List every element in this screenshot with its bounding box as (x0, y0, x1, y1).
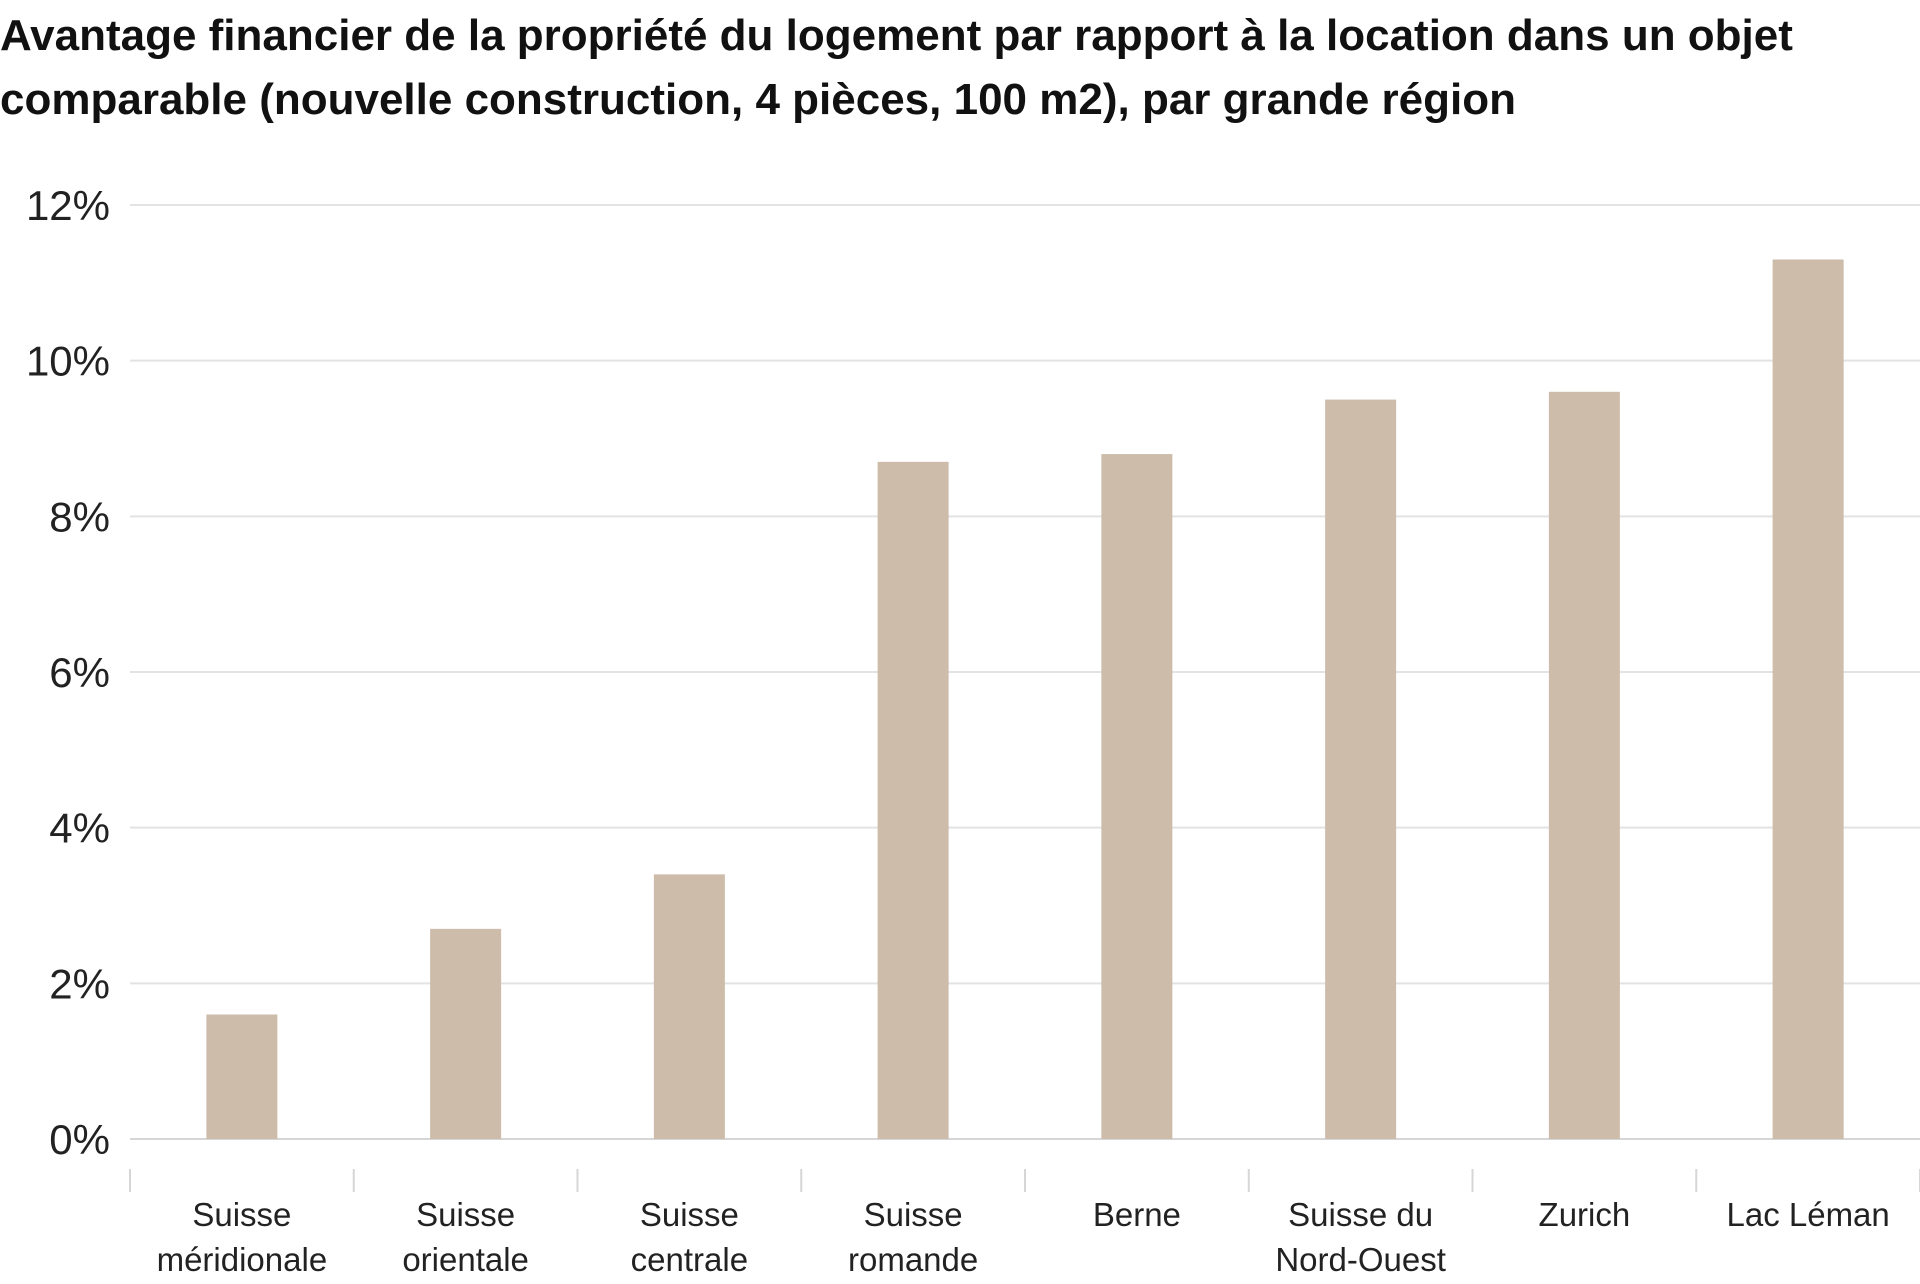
y-tick-label: 0% (49, 1116, 110, 1163)
y-tick-label: 12% (26, 182, 110, 229)
y-tick-label: 6% (49, 649, 110, 696)
bar-0 (206, 1014, 278, 1139)
x-tick-label-line: Suisse (640, 1196, 739, 1233)
x-tick-label-line: Lac Léman (1726, 1196, 1889, 1233)
x-tick-label: Suisse romande (848, 1196, 978, 1278)
x-axis: Suisse méridionale Suisse orientale Suisse ce… (129, 1169, 1920, 1278)
x-tick-label: Suisse méridionale (157, 1196, 328, 1278)
y-tick-label: 2% (49, 960, 110, 1007)
x-tick-label-line: Suisse (864, 1196, 963, 1233)
x-tick-label-line: Nord-Ouest (1275, 1241, 1446, 1278)
x-tick-label-line: Suisse du (1288, 1196, 1433, 1233)
bar-6 (1548, 391, 1620, 1139)
y-axis-tick-labels: 0% 2% 4% 6% 8% 10% 12% (26, 182, 110, 1163)
x-tick-label: Berne (1093, 1196, 1181, 1233)
y-tick-label: 4% (49, 805, 110, 852)
x-tick-label: Suisse du Nord-Ouest (1275, 1196, 1446, 1278)
x-tick-label-line: romande (848, 1241, 978, 1278)
x-tick-label-line: Suisse (192, 1196, 291, 1233)
x-tick-label-line: Berne (1093, 1196, 1181, 1233)
bar-1 (430, 928, 502, 1139)
x-tick-label-line: méridionale (157, 1241, 328, 1278)
x-tick-label-line: centrale (631, 1241, 748, 1278)
bar-4 (1101, 454, 1173, 1140)
gridlines (130, 204, 1920, 1140)
bars (206, 259, 1844, 1140)
bar-3 (877, 461, 949, 1140)
x-tick-label-line: Suisse (416, 1196, 515, 1233)
x-tick-label-line: orientale (402, 1241, 529, 1278)
x-tick-label: Zurich (1539, 1196, 1631, 1233)
bar-7 (1772, 259, 1844, 1139)
x-tick-label: Lac Léman (1726, 1196, 1889, 1233)
x-tick-label: Suisse centrale (631, 1196, 748, 1278)
bar-2 (653, 874, 725, 1139)
y-tick-label: 10% (26, 338, 110, 385)
y-tick-label: 8% (49, 493, 110, 540)
x-tick-label-line: Zurich (1539, 1196, 1631, 1233)
bar-5 (1325, 399, 1397, 1139)
chart-title: Avantage financier de la propriété du lo… (0, 11, 1793, 124)
x-tick-label: Suisse orientale (402, 1196, 529, 1278)
